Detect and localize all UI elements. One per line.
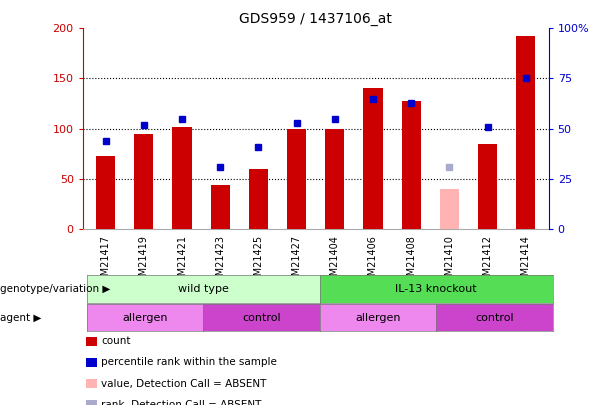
Text: genotype/variation ▶: genotype/variation ▶ [0,284,110,294]
Text: count: count [101,337,131,346]
Bar [96,156,115,229]
Text: allergen: allergen [355,313,400,322]
Bar [516,36,535,229]
Bar [478,144,497,229]
Title: GDS959 / 1437106_at: GDS959 / 1437106_at [239,12,392,26]
Bar [402,100,421,229]
Text: IL-13 knockout: IL-13 knockout [395,284,477,294]
Text: allergen: allergen [122,313,167,322]
Bar [211,185,230,229]
Bar [440,189,459,229]
Bar [134,134,153,229]
Bar [249,168,268,229]
Bar [287,129,306,229]
Text: agent ▶: agent ▶ [0,313,41,322]
Text: control: control [475,313,514,322]
Text: wild type: wild type [178,284,229,294]
Bar [172,127,192,229]
Text: percentile rank within the sample: percentile rank within the sample [101,358,277,367]
Bar [364,88,383,229]
Text: control: control [242,313,281,322]
Text: value, Detection Call = ABSENT: value, Detection Call = ABSENT [101,379,267,388]
Text: rank, Detection Call = ABSENT: rank, Detection Call = ABSENT [101,400,262,405]
Bar [326,129,345,229]
